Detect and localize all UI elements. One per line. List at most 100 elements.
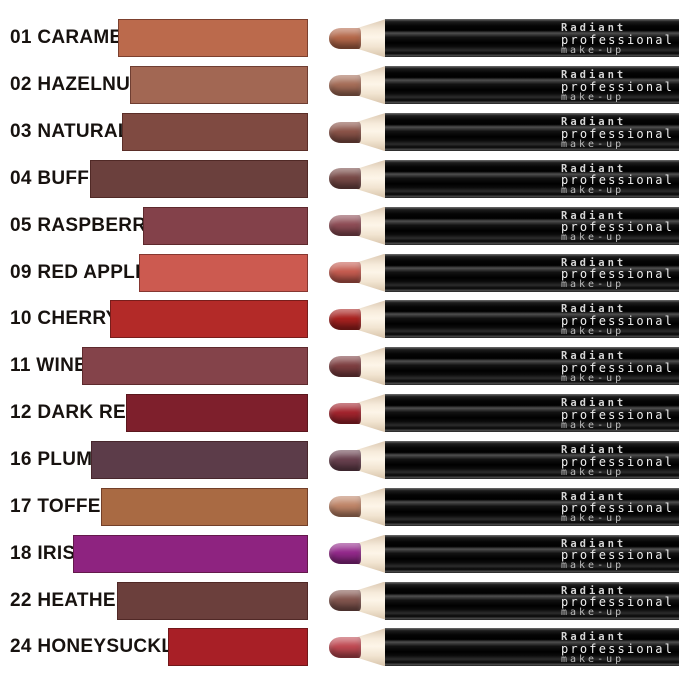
lip-pencil: Radiant professional make-up (329, 159, 679, 198)
brand-makeup: make-up (561, 466, 625, 478)
shade-label: 01 CARAMEL (10, 27, 135, 49)
color-swatch (110, 300, 308, 339)
shade-row-11-wine: 11 WINE Radiant professional make-up (0, 343, 679, 390)
brand-makeup: make-up (561, 91, 625, 103)
brand-makeup: make-up (561, 607, 625, 619)
color-swatch (122, 113, 308, 152)
brand-professional: professional (561, 173, 675, 188)
color-swatch (126, 394, 308, 433)
pencil-lead-tip (329, 402, 361, 424)
brand-professional: professional (561, 79, 675, 94)
brand-name: Radiant (561, 584, 627, 597)
pencil-brand-text: Radiant professional make-up (561, 441, 674, 479)
pencil-wood-cone (357, 159, 385, 198)
lip-pencil: Radiant professional make-up (329, 394, 679, 433)
color-swatch (101, 487, 308, 526)
lip-pencil: Radiant professional make-up (329, 253, 679, 292)
shade-label: 02 HAZELNUT (10, 74, 143, 96)
brand-professional: professional (561, 313, 675, 328)
brand-professional: professional (561, 126, 675, 141)
pencil-body: Radiant professional make-up (385, 19, 679, 58)
brand-name: Radiant (561, 116, 627, 129)
brand-professional: professional (561, 407, 675, 422)
color-swatch (118, 19, 308, 58)
brand-makeup: make-up (561, 138, 625, 150)
lip-pencil: Radiant professional make-up (329, 300, 679, 339)
brand-professional: professional (561, 595, 675, 610)
pencil-body: Radiant professional make-up (385, 159, 679, 198)
pencil-lead-tip (329, 27, 361, 49)
brand-professional: professional (561, 267, 675, 282)
brand-professional: professional (561, 548, 675, 563)
color-swatch (143, 206, 308, 245)
brand-makeup: make-up (561, 419, 625, 431)
brand-name: Radiant (561, 490, 627, 503)
pencil-wood-cone (357, 300, 385, 339)
pencil-wood-cone (357, 441, 385, 480)
brand-professional: professional (561, 32, 675, 47)
pencil-body: Radiant professional make-up (385, 66, 679, 105)
lip-pencil: Radiant professional make-up (329, 628, 679, 667)
shade-label: 03 NATURAL (10, 121, 130, 143)
lip-pencil: Radiant professional make-up (329, 347, 679, 386)
color-swatch (91, 441, 308, 480)
pencil-brand-text: Radiant professional make-up (561, 488, 674, 526)
shade-row-17-toffee: 17 TOFFEE Radiant professional make-up (0, 483, 679, 530)
brand-name: Radiant (561, 209, 627, 222)
shade-row-09-red-apple: 09 RED APPLE Radiant professional make-u… (0, 249, 679, 296)
pencil-wood-cone (357, 394, 385, 433)
brand-professional: professional (561, 454, 675, 469)
color-swatch (82, 347, 308, 386)
pencil-wood-cone (357, 534, 385, 573)
pencil-lead-tip (329, 168, 361, 190)
shade-row-16-plum: 16 PLUM Radiant professional make-up (0, 437, 679, 484)
shade-row-12-dark-red: 12 DARK RED Radiant professional make-up (0, 390, 679, 437)
shade-row-01-caramel: 01 CARAMEL Radiant professional make-up (0, 15, 679, 62)
color-swatch (168, 628, 308, 667)
pencil-lead-tip (329, 262, 361, 284)
pencil-brand-text: Radiant professional make-up (561, 300, 674, 338)
pencil-wood-cone (357, 487, 385, 526)
pencil-wood-cone (357, 253, 385, 292)
shade-label: 10 CHERRY (10, 308, 119, 330)
shade-row-02-hazelnut: 02 HAZELNUT Radiant professional make-up (0, 62, 679, 109)
pencil-wood-cone (357, 206, 385, 245)
shade-label: 11 WINE (10, 355, 88, 377)
lip-pencil: Radiant professional make-up (329, 487, 679, 526)
pencil-wood-cone (357, 19, 385, 58)
lip-pencil: Radiant professional make-up (329, 534, 679, 573)
shade-row-03-natural: 03 NATURAL Radiant professional make-up (0, 109, 679, 156)
pencil-body: Radiant professional make-up (385, 113, 679, 152)
pencil-body: Radiant professional make-up (385, 441, 679, 480)
pencil-body: Radiant professional make-up (385, 253, 679, 292)
color-swatch (130, 66, 308, 105)
pencil-brand-text: Radiant professional make-up (561, 19, 674, 57)
brand-makeup: make-up (561, 44, 625, 56)
pencil-lead-tip (329, 449, 361, 471)
shade-label: 05 RASPBERRY (10, 214, 159, 236)
pencil-lead-tip (329, 355, 361, 377)
lip-pencil: Radiant professional make-up (329, 66, 679, 105)
lip-pencil: Radiant professional make-up (329, 19, 679, 58)
shade-row-18-iris: 18 IRIS Radiant professional make-up (0, 530, 679, 577)
lip-pencil: Radiant professional make-up (329, 206, 679, 245)
shade-row-24-honeysuckle: 24 HONEYSUCKLE Radiant professional make… (0, 624, 679, 671)
brand-makeup: make-up (561, 653, 625, 665)
pencil-wood-cone (357, 347, 385, 386)
pencil-brand-text: Radiant professional make-up (561, 207, 674, 245)
lip-pencil: Radiant professional make-up (329, 581, 679, 620)
shade-row-05-raspberry: 05 RASPBERRY Radiant professional make-u… (0, 202, 679, 249)
shade-label: 04 BUFF (10, 167, 90, 189)
pencil-wood-cone (357, 66, 385, 105)
brand-name: Radiant (561, 444, 627, 457)
pencil-lead-tip (329, 74, 361, 96)
shade-label: 17 TOFFEE (10, 495, 114, 517)
pencil-body: Radiant professional make-up (385, 206, 679, 245)
pencil-body: Radiant professional make-up (385, 347, 679, 386)
pencil-brand-text: Radiant professional make-up (561, 582, 674, 620)
brand-name: Radiant (561, 69, 627, 82)
pencil-brand-text: Radiant professional make-up (561, 347, 674, 385)
shade-label: 22 HEATHER (10, 589, 130, 611)
color-swatch (73, 534, 308, 573)
pencil-lead-tip (329, 496, 361, 518)
